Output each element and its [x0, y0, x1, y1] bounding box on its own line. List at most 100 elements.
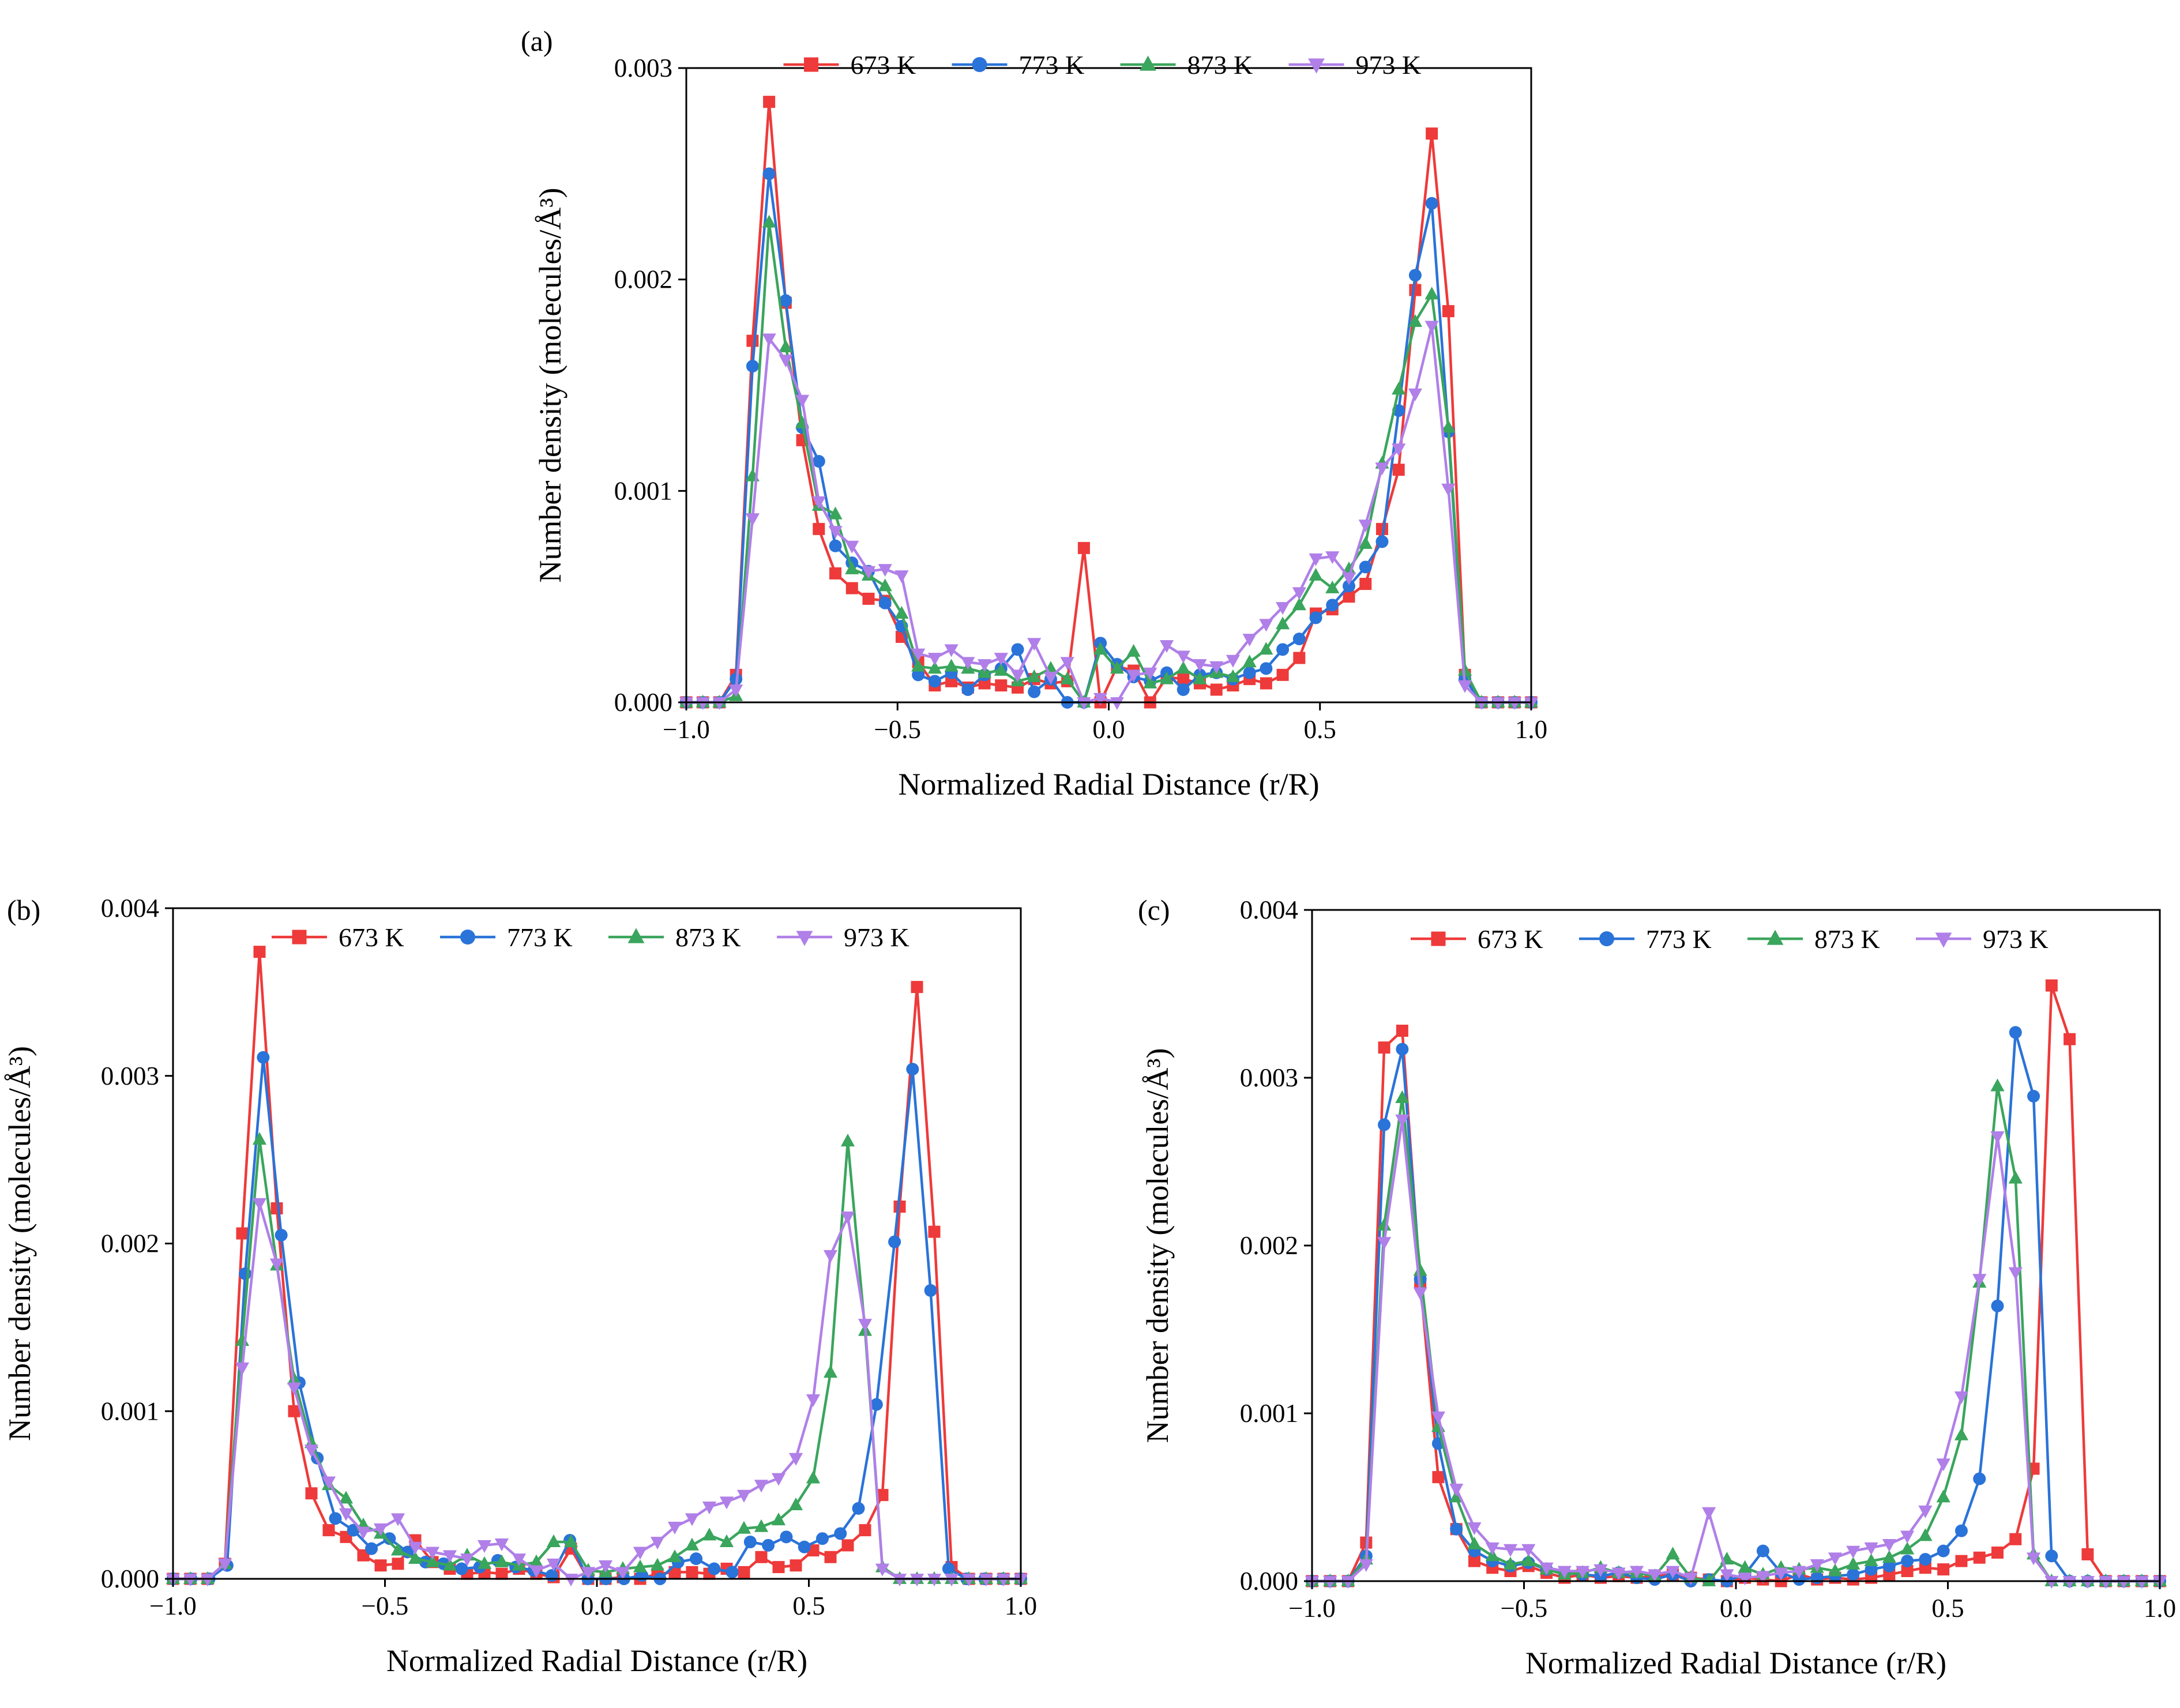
data-point — [1426, 127, 1438, 140]
data-point — [828, 526, 843, 539]
x-tick-label: −1.0 — [663, 715, 710, 744]
data-point — [754, 1519, 769, 1532]
data-point — [685, 1537, 700, 1551]
data-point — [1901, 1555, 1914, 1568]
data-point — [200, 1574, 215, 1587]
data-point — [1491, 697, 1505, 710]
data-point — [685, 1513, 700, 1526]
series-line — [1312, 984, 2160, 1583]
data-point — [840, 1134, 855, 1147]
x-tick-label: −1.0 — [149, 1592, 197, 1620]
data-point — [762, 333, 776, 347]
data-point — [2009, 1533, 2022, 1545]
y-tick-label: 0.004 — [101, 894, 159, 923]
data-point — [1077, 697, 1091, 710]
data-point — [1309, 553, 1323, 566]
data-point — [1177, 673, 1190, 686]
data-point — [1424, 321, 1439, 334]
legend-label: 773 K — [507, 923, 573, 952]
y-tick-label: 0.000 — [101, 1564, 159, 1593]
data-point — [1810, 1571, 1824, 1585]
data-point — [529, 1565, 544, 1578]
series-673-K — [1306, 979, 2166, 1587]
data-point — [269, 1258, 284, 1271]
data-point — [828, 506, 843, 520]
data-point — [442, 1557, 457, 1571]
data-point — [1309, 567, 1323, 581]
data-point — [1341, 572, 1356, 585]
legend-item: 673 K — [272, 923, 404, 952]
panel-label: (b) — [7, 894, 40, 926]
data-point — [1260, 662, 1273, 675]
data-point — [1378, 1041, 1390, 1054]
data-point — [1375, 535, 1389, 548]
legend: 673 K 773 K 873 K 973 K — [272, 923, 909, 952]
series-973-K — [1305, 1114, 2167, 1589]
data-point — [1882, 1550, 1896, 1563]
data-point — [442, 1550, 457, 1563]
data-point — [1539, 1562, 1554, 1575]
data-point — [425, 1547, 440, 1560]
y-tick-label: 0.000 — [614, 688, 672, 717]
data-point — [287, 1371, 302, 1385]
x-tick-label: 1.0 — [1005, 1592, 1037, 1620]
y-tick-label: 0.001 — [101, 1397, 159, 1425]
legend-item: 873 K — [1120, 50, 1253, 80]
data-point — [545, 1569, 558, 1582]
data-point — [1450, 1522, 1463, 1536]
data-point — [1126, 669, 1141, 683]
data-point — [1242, 654, 1257, 668]
data-point — [762, 215, 776, 228]
data-point — [1226, 669, 1241, 682]
data-point — [1060, 657, 1074, 670]
data-point — [1955, 1555, 1968, 1567]
data-point — [217, 1558, 232, 1571]
data-point — [1900, 1530, 1915, 1544]
data-point — [746, 360, 759, 373]
data-point — [996, 1574, 1011, 1587]
data-point — [862, 592, 875, 605]
data-point — [1378, 1118, 1391, 1131]
data-point — [942, 1562, 955, 1575]
data-point — [356, 1526, 371, 1540]
data-point — [743, 1536, 757, 1549]
data-point — [1666, 1547, 1680, 1560]
data-point — [845, 582, 858, 595]
data-point — [961, 683, 975, 696]
data-point — [823, 1365, 838, 1378]
series-773-K — [1306, 1026, 2166, 1587]
data-point — [861, 566, 876, 579]
data-point — [546, 1558, 561, 1571]
data-point — [1292, 587, 1306, 600]
y-tick-label: 0.003 — [614, 54, 672, 82]
data-point — [2044, 1576, 2059, 1589]
x-tick-label: 1.0 — [1515, 715, 1547, 744]
legend-item: 973 K — [1288, 50, 1421, 80]
data-point — [1011, 643, 1024, 656]
data-point — [1467, 1536, 1482, 1549]
legend-item: 873 K — [608, 923, 741, 952]
data-point — [924, 1284, 937, 1297]
data-point — [815, 1532, 829, 1545]
data-point — [390, 1543, 405, 1556]
data-point — [1242, 634, 1257, 647]
data-point — [1611, 1567, 1626, 1581]
data-point — [1359, 1559, 1373, 1572]
data-point — [1060, 671, 1074, 684]
data-point — [1503, 1544, 1518, 1557]
data-point — [1458, 680, 1472, 693]
data-point — [779, 339, 793, 352]
data-point — [1431, 1411, 1446, 1424]
data-point — [1756, 1544, 1769, 1557]
data-point — [425, 1554, 440, 1567]
legend-item: 973 K — [1916, 924, 2049, 954]
data-point — [374, 1559, 387, 1572]
data-point — [806, 1394, 821, 1408]
data-point — [236, 1227, 249, 1240]
legend-marker — [1308, 58, 1325, 74]
data-point — [690, 1552, 703, 1566]
data-point — [927, 661, 942, 674]
data-point — [512, 1553, 527, 1567]
data-point — [1193, 671, 1207, 684]
data-point — [736, 1489, 751, 1503]
